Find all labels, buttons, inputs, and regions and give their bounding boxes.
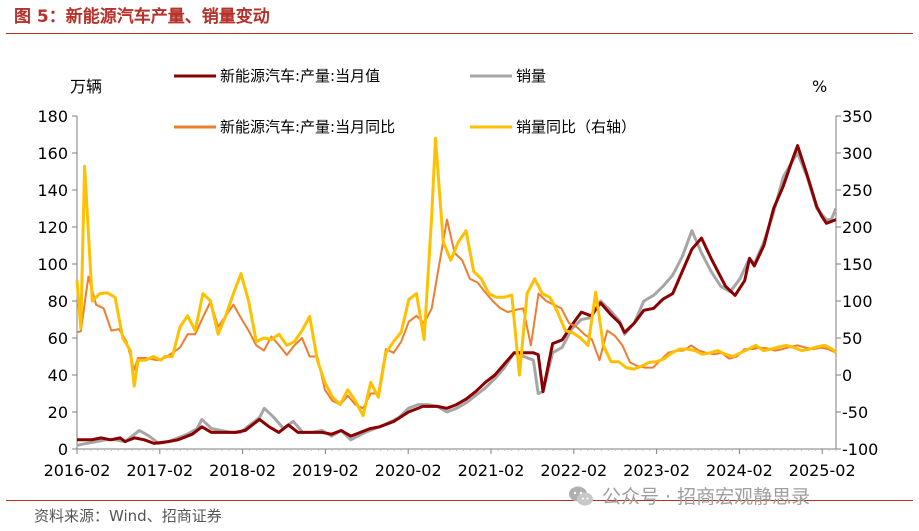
figure-title: 图 5：新能源汽车产量、销量变动 [14,7,270,27]
x-tick-label: 2017-02 [126,461,193,480]
right-tick-label: 50 [842,329,862,348]
right-tick-label: -50 [842,403,868,422]
left-tick-label: 20 [48,403,68,422]
left-tick-label: 100 [37,255,68,274]
watermark-text: 公众号 · 招商宏观静思录 [602,486,811,508]
axes: 0 20 40 60 80 100 120 140 160 180 -100 -50 0 50 100 150… [37,107,878,480]
chart-canvas: 万辆 % 0 20 40 60 80 100 120 140 160 180 -100 -50 0 50 1… [37,67,878,480]
legend-label: 新能源汽车:产量:当月同比 [220,118,395,136]
series-line-0 [77,144,837,445]
right-tick-label: 0 [842,366,852,385]
left-axis-unit: 万辆 [70,77,102,96]
x-tick-label: 2024-02 [706,461,773,480]
series-line-3 [75,136,838,418]
series-line-1 [76,151,838,447]
x-tick-label: 2020-02 [375,461,442,480]
source-note: 资料来源：Wind、招商证券 [34,507,222,525]
x-tick-label: 2022-02 [540,461,607,480]
left-tick-label: 80 [48,292,68,311]
x-tick-label: 2021-02 [458,461,525,480]
left-tick-label: 180 [37,107,68,126]
footer-divider [6,500,913,501]
left-tick-label: 60 [48,329,68,348]
right-tick-label: 300 [842,144,873,163]
watermark: 公众号 · 招商宏观静思录 [568,482,810,509]
right-tick-label: 350 [842,107,873,126]
right-tick-label: -100 [842,440,878,459]
legend-label: 销量 [516,67,546,85]
right-tick-label: 200 [842,218,873,237]
right-tick-label: 100 [842,292,873,311]
x-tick-label: 2018-02 [209,461,276,480]
title-divider [6,33,913,34]
legend-label: 销量同比（右轴） [516,118,636,136]
x-tick-label: 2023-02 [623,461,690,480]
left-tick-label: 140 [37,181,68,200]
right-tick-label: 150 [842,255,873,274]
x-tick-label: 2019-02 [292,461,359,480]
left-tick-label: 160 [37,144,68,163]
left-tick-label: 0 [58,440,68,459]
wechat-icon [569,486,593,505]
right-tick-label: 250 [842,181,873,200]
series-layer [75,136,838,447]
x-tick-label: 2016-02 [44,461,111,480]
x-tick-label: 2025-02 [789,461,856,480]
left-tick-label: 120 [37,218,68,237]
legend-label: 新能源汽车:产量:当月值 [220,67,380,85]
right-axis-unit: % [812,77,827,96]
left-tick-label: 40 [48,366,68,385]
